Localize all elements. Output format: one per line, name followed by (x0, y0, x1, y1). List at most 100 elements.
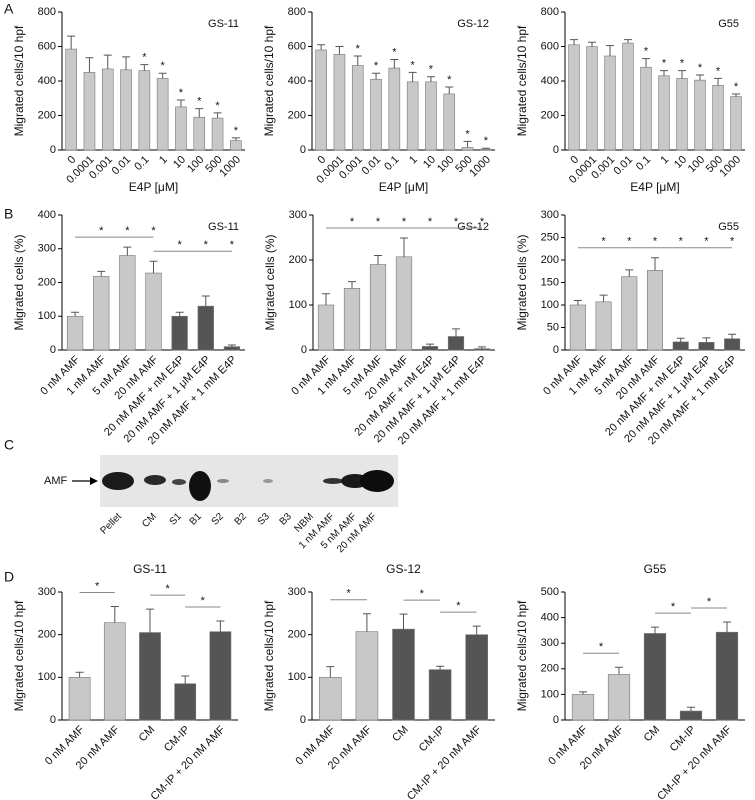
lane-label: S1 (168, 511, 185, 528)
y-tick-label: 0 (553, 714, 559, 726)
error-bar (599, 294, 608, 302)
bar (447, 336, 465, 351)
error-bar (400, 237, 408, 257)
bar (698, 342, 715, 351)
error-bar (723, 621, 731, 633)
significance: * (698, 62, 703, 74)
chart-title: G55 (718, 18, 739, 30)
x-tick-label: CM-IP (668, 724, 699, 755)
error-bar (426, 76, 435, 82)
bar (643, 633, 667, 721)
error-bar (660, 70, 668, 76)
bar (473, 348, 491, 351)
bar (640, 66, 652, 151)
significance: * (680, 58, 685, 70)
y-axis-label: Migrated cells/10 hpf (515, 25, 529, 136)
y-tick-label: 400 (38, 209, 56, 221)
y-tick-label: 0 (50, 144, 56, 156)
bar (83, 72, 96, 151)
error-bar (678, 70, 686, 79)
error-bar (158, 72, 167, 79)
y-tick-label: 100 (289, 299, 307, 311)
error-bar (326, 666, 335, 678)
bar (193, 116, 206, 151)
significance: * (484, 135, 489, 147)
significance: * (215, 100, 220, 112)
significance: * (402, 216, 407, 228)
bar (351, 65, 364, 151)
error-bar (374, 255, 382, 265)
band (172, 479, 186, 485)
bar (461, 147, 474, 151)
y-axis-label: Migrated cells/10 hpf (262, 25, 276, 136)
y-tick-label: 0 (300, 144, 306, 156)
error-bar (181, 675, 190, 684)
significance: * (346, 588, 351, 600)
band (144, 475, 166, 485)
y-tick-label: 0 (300, 714, 306, 726)
panel-label: C (4, 437, 14, 453)
y-tick-label: 200 (38, 109, 56, 121)
significance: * (480, 216, 485, 228)
error-bar (588, 41, 596, 47)
y-tick-label: 200 (541, 254, 559, 266)
error-bar (573, 300, 582, 305)
y-tick-label: 100 (288, 671, 306, 683)
bar (223, 346, 241, 351)
band (323, 478, 343, 484)
bar (672, 341, 689, 351)
x-tick-label: 100 (686, 154, 707, 175)
chart-title: GS-12 (457, 18, 489, 30)
bar (93, 276, 110, 351)
error-bar (714, 77, 722, 86)
error-bar (676, 337, 685, 342)
x-tick-label: 0.1 (132, 154, 151, 173)
y-tick-label: 0 (50, 714, 56, 726)
panel-label: A (4, 1, 14, 17)
significance: * (653, 236, 658, 248)
significance: * (671, 601, 676, 613)
error-bar (97, 270, 106, 277)
y-axis-label: Migrated cells/10 hpf (262, 600, 276, 711)
y-tick-label: 0 (50, 344, 56, 356)
y-tick-label: 800 (541, 6, 559, 18)
chart-title: GS-12 (457, 221, 489, 233)
significance: * (704, 236, 709, 248)
error-bar (625, 269, 634, 277)
lane-label: CM (140, 511, 159, 530)
significance: * (178, 239, 183, 251)
x-tick-label: 0.01 (612, 154, 636, 178)
error-bar (123, 246, 132, 256)
error-bar (728, 333, 737, 339)
bar (343, 288, 361, 351)
significance: * (707, 596, 712, 608)
bar (465, 634, 488, 721)
error-bar (146, 608, 154, 633)
bar (66, 315, 84, 351)
significance: * (392, 46, 397, 58)
significance: * (95, 580, 100, 592)
significance: * (465, 128, 470, 140)
error-bar (651, 257, 659, 271)
x-tick-label: 1000 (467, 154, 493, 180)
error-bar (426, 343, 434, 347)
x-tick-label: 1000 (717, 154, 743, 180)
error-bar (642, 58, 650, 68)
y-tick-label: 200 (288, 629, 306, 641)
error-bar (408, 71, 417, 82)
bar (171, 315, 188, 351)
lane-label: S3 (256, 511, 273, 528)
lane-label: B1 (188, 511, 205, 528)
error-bar (227, 344, 236, 347)
x-tick-label: 100 (185, 154, 206, 175)
bar (315, 49, 327, 151)
bar (119, 255, 136, 351)
bar (568, 44, 580, 151)
y-tick-label: 250 (541, 231, 559, 243)
error-bar (335, 46, 344, 55)
x-tick-label: 0.1 (634, 154, 653, 173)
chart-title: GS-11 (208, 221, 239, 233)
x-tick-label: 0.1 (382, 154, 401, 173)
error-bar (606, 45, 614, 56)
error-bar (472, 625, 481, 635)
